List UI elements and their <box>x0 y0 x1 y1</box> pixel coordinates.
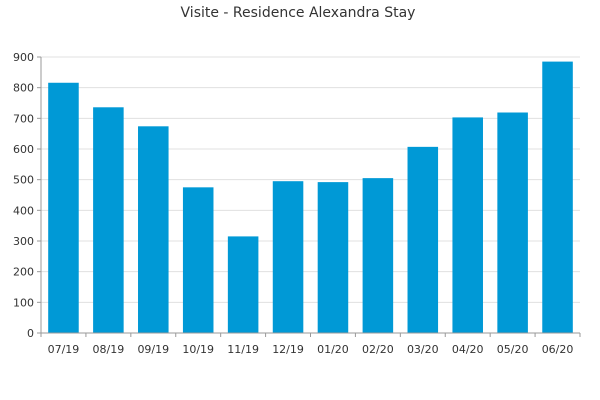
bar-08-19 <box>93 107 124 333</box>
x-tick-label: 01/20 <box>317 343 349 356</box>
y-tick-label: 100 <box>13 296 34 309</box>
bar-04-20 <box>452 117 483 333</box>
bars <box>48 61 573 333</box>
bar-07-19 <box>48 82 79 333</box>
y-tick-label: 800 <box>13 82 34 95</box>
x-tick-label: 10/19 <box>182 343 214 356</box>
x-tick-label: 12/19 <box>272 343 304 356</box>
y-tick-label: 500 <box>13 174 34 187</box>
bar-10-19 <box>182 187 214 333</box>
axes <box>37 56 581 337</box>
gridlines <box>41 56 580 334</box>
bar-11-19 <box>227 236 259 333</box>
y-tick-label: 0 <box>27 327 34 340</box>
y-tick-label: 200 <box>13 266 34 279</box>
x-tick-labels: 07/19 08/19 09/19 10/19 11/19 12/19 01/20 02/20… <box>48 343 574 356</box>
bar-02-20 <box>362 178 394 333</box>
y-tick-label: 300 <box>13 235 34 248</box>
x-tick-label: 05/20 <box>497 343 529 356</box>
y-tick-label: 700 <box>13 112 34 125</box>
x-tick-label: 04/20 <box>452 343 484 356</box>
bar-06-20 <box>542 61 573 333</box>
y-tick-label: 900 <box>13 51 34 64</box>
y-tick-label: 400 <box>13 204 34 217</box>
bar-01-20 <box>317 182 349 333</box>
x-tick-label: 08/19 <box>93 343 125 356</box>
x-tick-label: 09/19 <box>137 343 169 356</box>
x-tick-label: 06/20 <box>542 343 574 356</box>
bar-05-20 <box>497 112 528 333</box>
bar-09-19 <box>138 126 169 333</box>
bar-12-19 <box>272 181 304 333</box>
y-tick-label: 600 <box>13 143 34 156</box>
bar-03-20 <box>407 146 439 333</box>
x-tick-label: 03/20 <box>407 343 439 356</box>
y-tick-labels: 0 100 200 300 400 500 600 700 800 900 <box>13 51 34 340</box>
x-tick-label: 07/19 <box>48 343 80 356</box>
x-tick-label: 11/19 <box>227 343 259 356</box>
chart-title: Visite - Residence Alexandra Stay <box>181 5 416 21</box>
x-tick-label: 02/20 <box>362 343 394 356</box>
